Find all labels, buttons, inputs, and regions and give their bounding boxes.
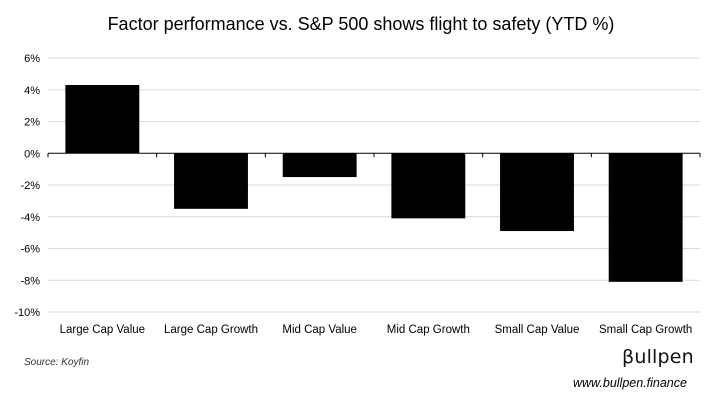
category-label: Mid Cap Value xyxy=(282,324,357,336)
category-labels: Large Cap Value Large Cap Growth Mid Cap V… xyxy=(60,324,693,336)
y-tick-label: -10% xyxy=(14,307,40,319)
bar xyxy=(608,153,683,282)
y-tick-label: 2% xyxy=(24,117,40,129)
y-tick-label: -2% xyxy=(20,180,40,192)
bar xyxy=(391,153,466,219)
website-url: www.bullpen.finance xyxy=(573,376,687,390)
bar xyxy=(500,153,574,232)
y-tick-label: 6% xyxy=(24,53,40,65)
y-tick-label: -6% xyxy=(20,244,40,256)
category-label: Large Cap Growth xyxy=(164,324,258,336)
y-tick-labels: -10% -8% -6% -4% -2% 0% 2% 4% 6% xyxy=(14,53,40,319)
axes xyxy=(47,152,701,158)
bullpen-logo: βullpen xyxy=(622,346,694,368)
bar xyxy=(65,84,140,154)
y-tick-label: -4% xyxy=(20,212,40,224)
y-tick-label: 0% xyxy=(24,148,40,160)
y-tick-label: -8% xyxy=(20,275,40,287)
category-label: Mid Cap Growth xyxy=(387,324,470,336)
bar xyxy=(174,153,248,209)
y-tick-label: 4% xyxy=(24,85,40,97)
category-label: Large Cap Value xyxy=(60,324,145,336)
category-label: Small Cap Value xyxy=(495,324,580,336)
gridlines xyxy=(48,57,700,313)
category-label: Small Cap Growth xyxy=(599,324,692,336)
chart-title: Factor performance vs. S&P 500 shows fli… xyxy=(107,14,615,34)
bars xyxy=(65,84,683,282)
source-note: Source: Koyfin xyxy=(24,357,90,368)
bar xyxy=(282,153,357,178)
